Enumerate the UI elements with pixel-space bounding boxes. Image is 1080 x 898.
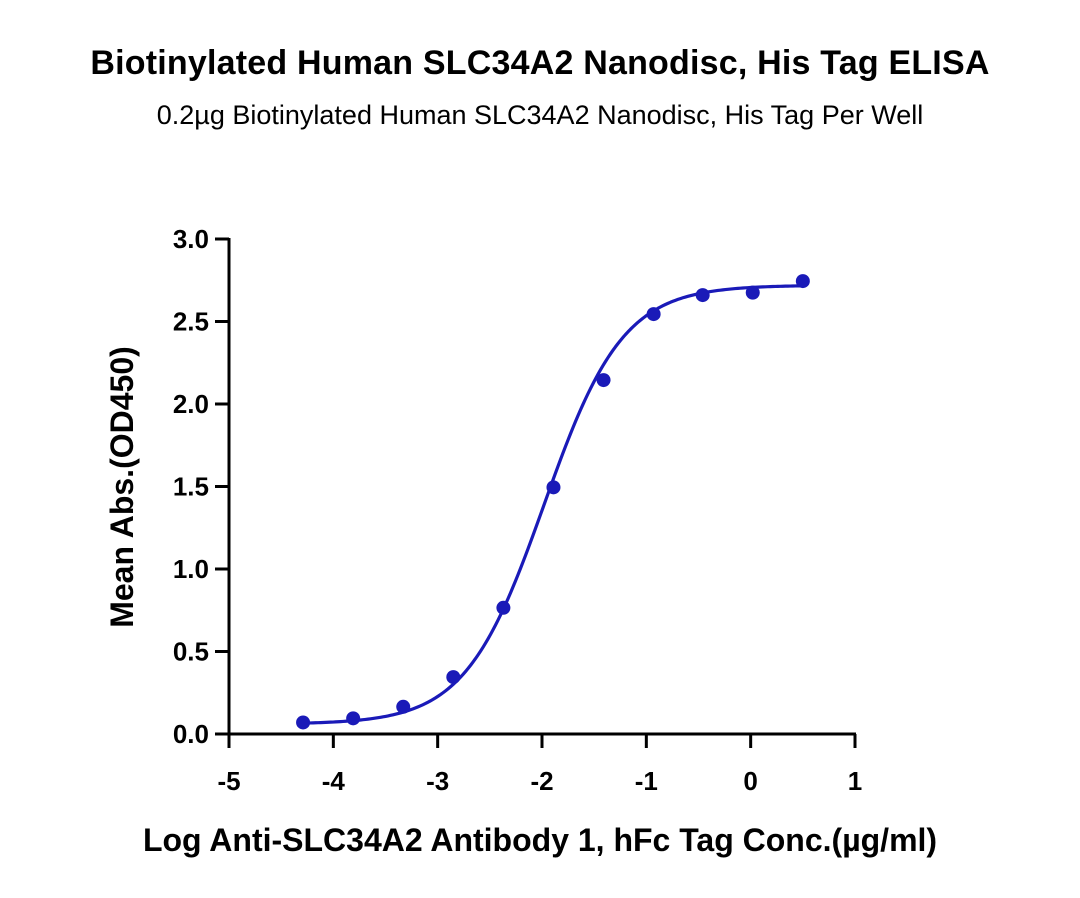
x-tick-label: -3 bbox=[426, 766, 449, 796]
x-tick-label: -1 bbox=[635, 766, 658, 796]
y-tick-label: 1.5 bbox=[173, 472, 209, 502]
data-point bbox=[396, 699, 411, 714]
data-point bbox=[795, 274, 810, 289]
axes: 0.0 0.5 1.0 1.5 2.0 2.5 3.0 -5 -4 -3 -2 -1 0 1 bbox=[173, 224, 862, 796]
x-tick-label: 0 bbox=[743, 766, 757, 796]
x-tick-label: -5 bbox=[217, 766, 240, 796]
x-tick-label: -4 bbox=[322, 766, 346, 796]
y-tick-label: 0.0 bbox=[173, 719, 209, 749]
data-point bbox=[296, 715, 311, 730]
data-point bbox=[446, 670, 461, 685]
y-tick-label: 3.0 bbox=[173, 224, 209, 254]
data-point bbox=[695, 288, 710, 303]
x-tick-label: -2 bbox=[530, 766, 553, 796]
chart-subtitle: 0.2µg Biotinylated Human SLC34A2 Nanodis… bbox=[156, 100, 924, 130]
y-tick-label: 0.5 bbox=[173, 637, 209, 667]
x-tick-label: 1 bbox=[848, 766, 862, 796]
x-axis-title: Log Anti-SLC34A2 Antibody 1, hFc Tag Con… bbox=[143, 822, 937, 858]
data-point bbox=[546, 480, 561, 495]
fit-curve bbox=[303, 284, 803, 725]
chart-title: Biotinylated Human SLC34A2 Nanodisc, His… bbox=[90, 44, 990, 82]
fit-curve-layer bbox=[303, 284, 803, 725]
data-point bbox=[346, 711, 361, 726]
data-point bbox=[596, 373, 611, 388]
y-axis-title: Mean Abs.(OD450) bbox=[104, 346, 140, 628]
data-point bbox=[745, 285, 760, 300]
y-tick-label: 2.5 bbox=[173, 307, 209, 337]
y-tick-label: 2.0 bbox=[173, 389, 209, 419]
data-point bbox=[496, 600, 511, 615]
data-points-layer bbox=[296, 274, 810, 730]
y-tick-label: 1.0 bbox=[173, 554, 209, 584]
data-point bbox=[646, 307, 661, 322]
